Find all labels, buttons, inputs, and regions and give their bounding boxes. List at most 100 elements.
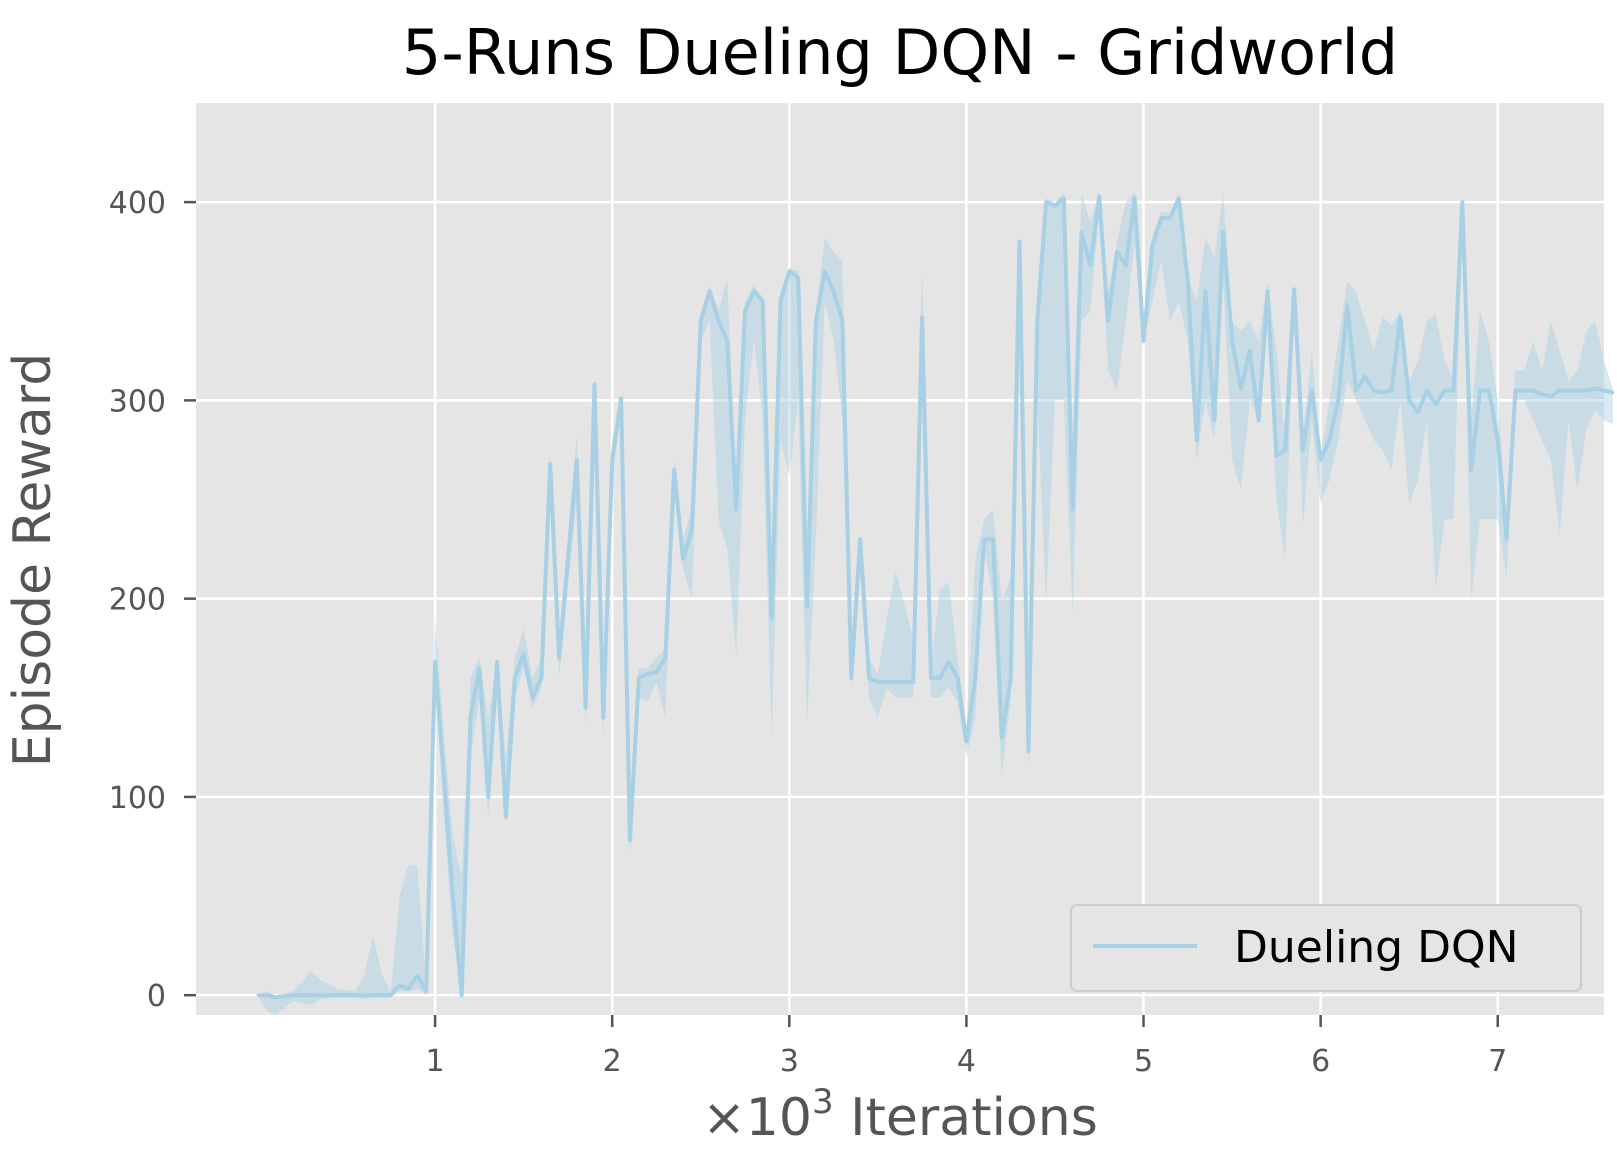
data-point — [442, 775, 446, 779]
x-tick-label: 6 — [1311, 1044, 1330, 1079]
data-point — [256, 993, 260, 997]
data-point — [690, 527, 694, 531]
data-point — [964, 739, 968, 743]
data-point — [1186, 279, 1190, 283]
data-point — [424, 989, 428, 993]
data-point — [796, 276, 800, 279]
data-point — [1443, 389, 1447, 392]
data-point — [787, 270, 791, 273]
data-point — [309, 993, 313, 997]
data-point — [1381, 391, 1385, 394]
data-point — [1115, 250, 1119, 254]
data-point — [1257, 418, 1261, 422]
data-point — [725, 339, 729, 343]
data-point — [1035, 319, 1039, 323]
y-tick-label: 400 — [109, 186, 166, 221]
data-point — [1363, 375, 1367, 379]
data-point — [1097, 194, 1101, 198]
data-point — [1319, 458, 1323, 462]
axis-ticks: 1 2 3 4 5 6 7 0 100 200 300 400 — [109, 186, 1508, 1079]
data-point — [646, 672, 650, 676]
data-point — [1168, 216, 1172, 220]
data-point — [1310, 389, 1314, 392]
data-point — [477, 666, 481, 670]
data-point — [982, 537, 986, 541]
data-point — [1505, 537, 1509, 541]
data-point — [1159, 216, 1163, 220]
legend-box — [1070, 904, 1582, 992]
data-point — [876, 680, 880, 684]
data-point — [1549, 394, 1553, 398]
data-point — [1044, 200, 1048, 204]
data-point — [1416, 410, 1420, 414]
data-point — [1452, 389, 1455, 392]
x-tick-label: 5 — [1134, 1044, 1153, 1079]
data-point — [1372, 389, 1376, 392]
data-point — [885, 680, 889, 684]
x-tick-label: 2 — [603, 1044, 622, 1079]
data-point — [699, 319, 703, 323]
data-point — [353, 993, 357, 997]
data-point — [619, 396, 623, 400]
data-point — [1513, 389, 1517, 392]
series-line — [258, 194, 1614, 1000]
y-tick-label: 200 — [109, 583, 166, 618]
data-point — [1000, 735, 1004, 739]
data-point — [920, 315, 924, 319]
data-point — [593, 383, 596, 386]
data-point — [929, 676, 933, 680]
data-point — [1575, 389, 1579, 392]
data-point — [1584, 389, 1588, 392]
data-point — [1301, 448, 1305, 452]
data-point — [601, 716, 605, 720]
data-point — [1407, 398, 1411, 402]
data-point — [575, 458, 579, 462]
data-point — [1328, 438, 1331, 442]
x-tick-label: 7 — [1488, 1044, 1507, 1079]
x-tick-label: 3 — [780, 1044, 799, 1079]
legend: Dueling DQN — [1070, 904, 1582, 992]
data-point — [1345, 303, 1349, 307]
data-point — [637, 676, 641, 680]
data-point — [1469, 468, 1473, 472]
y-tick-label: 0 — [147, 979, 166, 1014]
data-point — [840, 319, 844, 323]
data-point — [1558, 389, 1562, 392]
data-point — [1354, 389, 1358, 392]
x-tick-label: 4 — [957, 1044, 976, 1079]
data-point — [867, 676, 871, 680]
data-point — [911, 680, 915, 684]
data-point — [1212, 418, 1216, 422]
data-point — [805, 605, 809, 609]
x-axis-label: ×103 Iterations — [702, 1082, 1098, 1148]
data-point — [663, 656, 667, 660]
data-point — [849, 676, 853, 680]
data-point — [1567, 389, 1571, 392]
data-point — [1026, 749, 1030, 753]
data-point — [672, 468, 676, 472]
data-point — [973, 676, 977, 680]
data-point — [495, 660, 499, 664]
data-point — [717, 319, 720, 323]
data-point — [938, 676, 942, 680]
data-point — [1540, 392, 1544, 396]
data-point — [274, 995, 278, 999]
data-point — [1274, 454, 1278, 458]
data-point — [1053, 204, 1057, 208]
data-point — [894, 680, 898, 684]
data-point — [1266, 289, 1269, 293]
data-point — [1239, 387, 1243, 390]
data-point — [655, 670, 658, 674]
data-point — [539, 676, 543, 680]
data-point — [1478, 389, 1482, 392]
legend-label: Dueling DQN — [1234, 922, 1519, 973]
data-point — [380, 993, 384, 997]
y-axis-label: Episode Reward — [3, 353, 63, 767]
data-point — [460, 993, 464, 997]
data-point — [1071, 507, 1075, 511]
data-point — [1080, 230, 1083, 234]
data-point — [389, 993, 393, 997]
data-point — [513, 676, 517, 680]
data-point — [823, 270, 827, 273]
data-point — [557, 656, 561, 660]
